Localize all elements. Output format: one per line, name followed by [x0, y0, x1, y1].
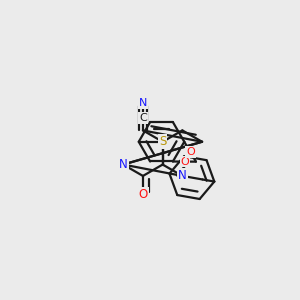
Text: S: S: [159, 135, 166, 148]
Text: N: N: [178, 169, 187, 182]
Text: O: O: [181, 157, 189, 166]
Text: N: N: [119, 158, 128, 171]
Text: O: O: [186, 147, 195, 157]
Text: N: N: [139, 98, 147, 108]
Text: C: C: [139, 113, 147, 123]
Text: O: O: [138, 188, 148, 201]
